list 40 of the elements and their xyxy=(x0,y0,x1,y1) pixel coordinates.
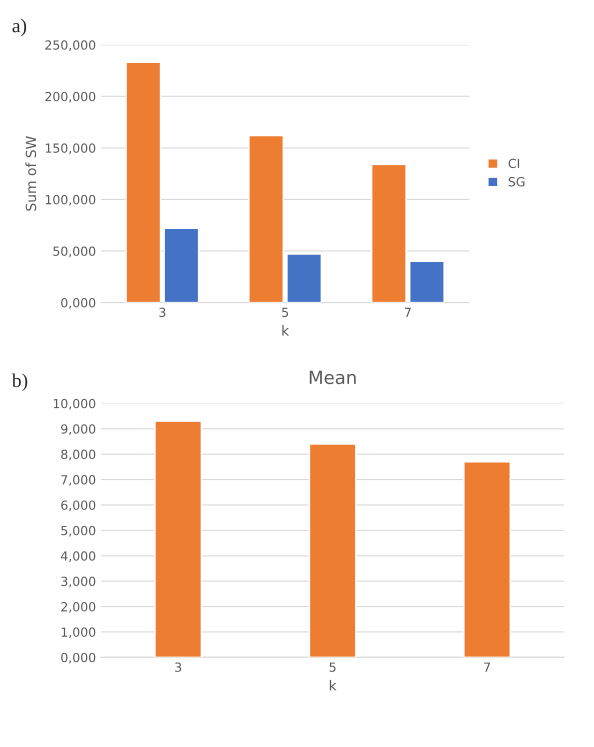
x-tick-label: 3 xyxy=(159,308,166,318)
y-tick-label: 4,000 xyxy=(60,551,96,562)
y-axis-title: Sum of SW xyxy=(25,136,36,211)
y-tick-label: 2,000 xyxy=(61,602,96,613)
y-tick-label: 50,000 xyxy=(53,246,96,258)
y-tick-label: 3,000 xyxy=(61,576,96,588)
bar xyxy=(370,164,407,303)
x-tick-label: 5 xyxy=(282,308,288,318)
bar xyxy=(308,443,356,658)
bar xyxy=(409,260,445,303)
y-tick-label: 6,000 xyxy=(61,500,96,512)
bar xyxy=(154,420,202,658)
y-tick-label: 9,000 xyxy=(61,424,96,435)
y-tick-label: 150,000 xyxy=(46,143,96,154)
bar xyxy=(125,62,162,303)
y-tick-label: 250,000 xyxy=(45,40,96,52)
x-tick-label: 5 xyxy=(330,662,336,672)
x-tick-label: 3 xyxy=(175,662,182,672)
legend-label: SG xyxy=(508,177,524,186)
y-tick-label: 0,000 xyxy=(61,652,96,664)
legend-label: CI xyxy=(508,158,520,168)
bar xyxy=(286,253,322,303)
y-tick-label: 100,000 xyxy=(46,194,96,206)
x-tick-label: 7 xyxy=(484,662,490,672)
y-tick-label: 200,000 xyxy=(45,92,96,103)
y-tick-label: 8,000 xyxy=(61,450,96,460)
text: b) xyxy=(12,374,28,392)
x-axis-title: k xyxy=(330,680,337,690)
bar xyxy=(463,461,511,658)
y-tick-label: 1,000 xyxy=(62,627,96,638)
y-tick-label: 7,000 xyxy=(61,475,96,486)
text: a) xyxy=(12,18,26,36)
bar xyxy=(164,228,200,303)
y-tick-label: 5,000 xyxy=(61,526,96,537)
chart-title: Mean xyxy=(310,370,356,384)
y-tick-label: 10,000 xyxy=(54,398,96,410)
x-axis-title: k xyxy=(282,325,290,336)
x-tick-label: 7 xyxy=(404,308,411,317)
y-tick-label: 0,000 xyxy=(61,298,96,309)
bar xyxy=(248,134,284,303)
